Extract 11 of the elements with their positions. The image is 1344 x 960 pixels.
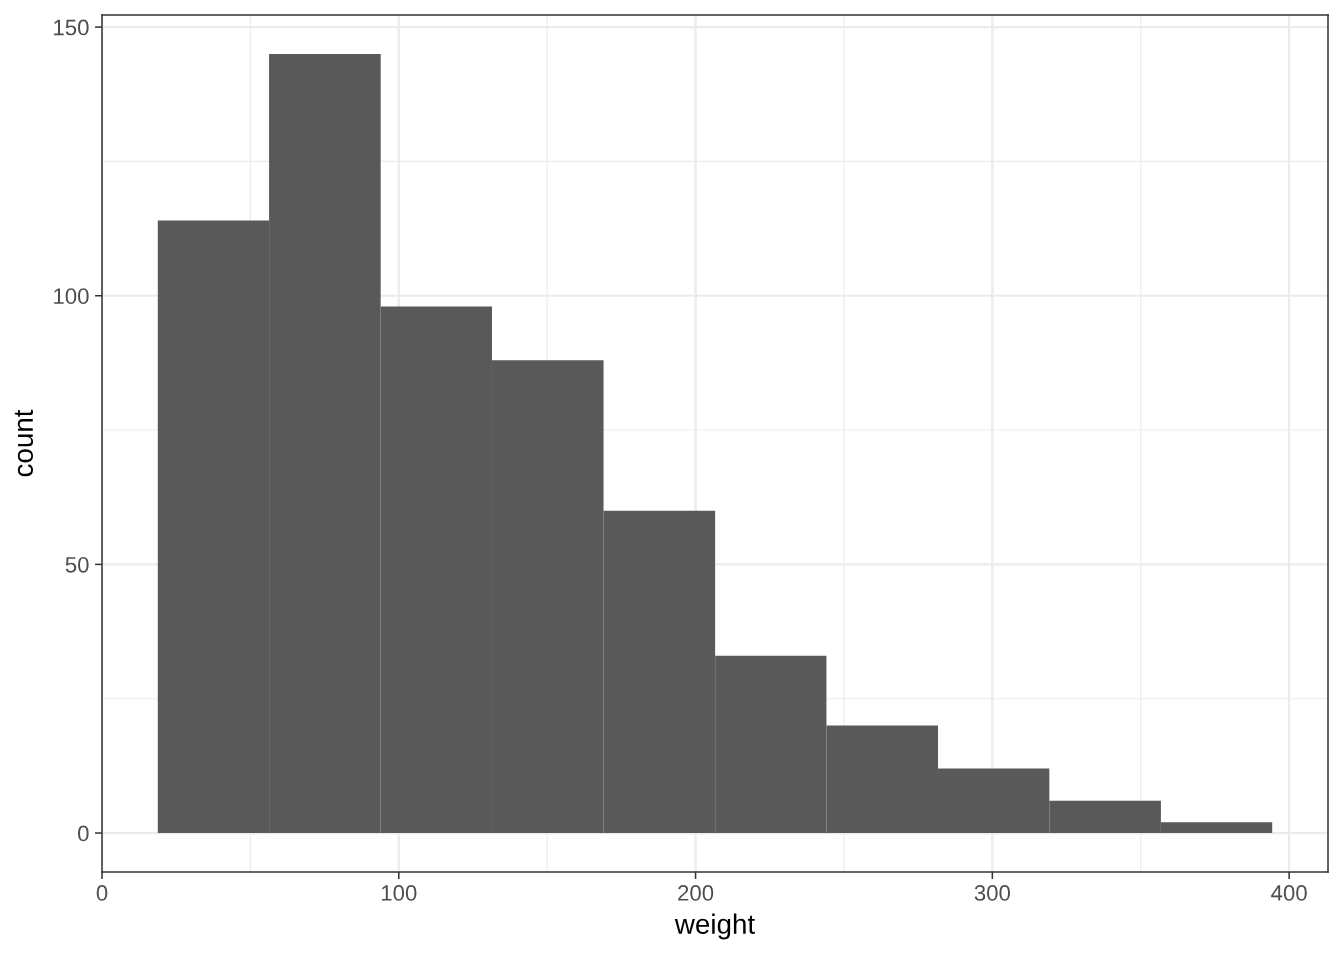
y-axis-title: count <box>14 409 34 477</box>
x-tick-label: 300 <box>974 885 1011 901</box>
y-tick-label: 150 <box>54 19 89 36</box>
x-tick-label: 400 <box>1271 885 1307 901</box>
y-tick-label: 50 <box>65 556 89 573</box>
x-tick-label: 100 <box>381 885 417 901</box>
y-tick-label: 100 <box>54 288 89 305</box>
x-tick-label: 0 <box>96 885 108 901</box>
x-tick-label: 200 <box>678 885 714 901</box>
y-tick-label: 0 <box>78 825 89 842</box>
x-axis-title: weight <box>674 913 755 940</box>
